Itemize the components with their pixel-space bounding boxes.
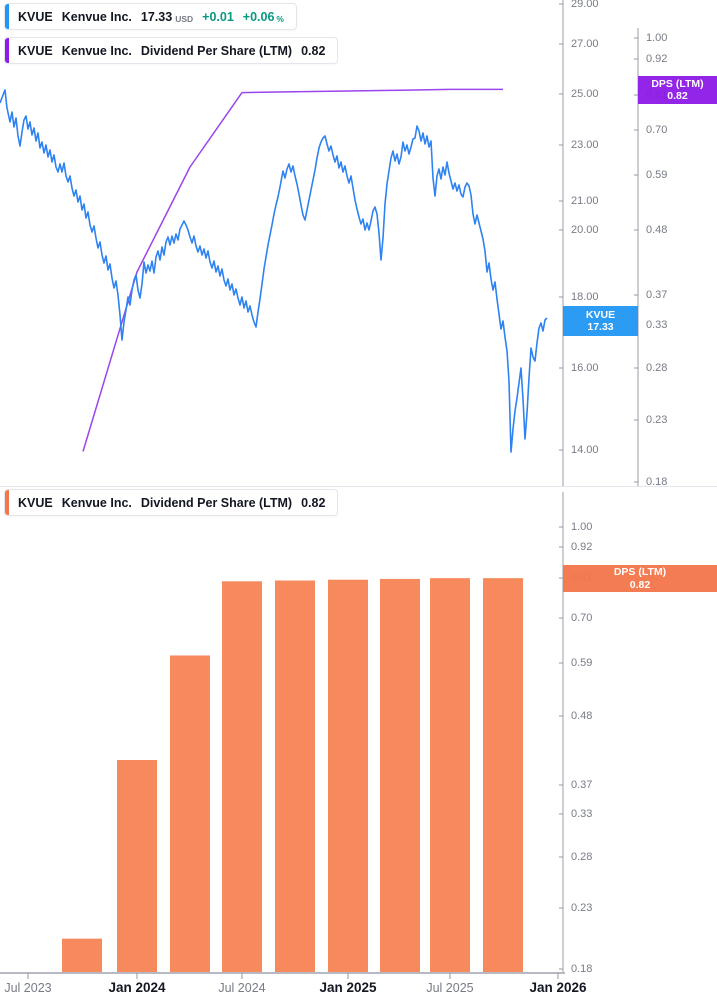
price-change: +0.01 <box>202 9 234 24</box>
axis-tick-label: 0.28 <box>571 851 592 863</box>
legend-chip-price[interactable]: KVUE Kenvue Inc. 17.33 USD +0.01 +0.06 % <box>4 3 297 30</box>
percent-sign: % <box>276 13 284 24</box>
badge-title: KVUE <box>585 308 616 321</box>
company-name: Kenvue Inc. <box>61 9 132 24</box>
axis-tick-label: 0.48 <box>646 224 667 236</box>
axis-tick-label: 0.59 <box>571 657 592 669</box>
orange-series-marker <box>5 490 9 515</box>
x-axis-label: Jul 2024 <box>218 981 265 995</box>
axis-tick-label: 0.37 <box>646 289 667 301</box>
axis-tick-label: 0.37 <box>571 779 592 791</box>
axis-tick-label: 16.00 <box>571 362 599 374</box>
dps-bar <box>328 579 368 972</box>
axis-tick-label: 1.00 <box>646 32 667 44</box>
symbol: KVUE <box>18 43 53 58</box>
axis-tick-label: 0.28 <box>646 362 667 374</box>
axis-tick-label: 14.00 <box>571 444 599 456</box>
axis-tick-label: 0.33 <box>571 808 592 820</box>
badge-title: DPS (LTM) <box>613 566 667 578</box>
axis-tick-label: 1.00 <box>571 521 592 533</box>
x-axis-label: Jan 2026 <box>529 980 587 995</box>
metric-name: Dividend Per Share (LTM) <box>140 43 293 58</box>
last-price: 17.33 <box>140 9 173 24</box>
axis-tick-label: 20.00 <box>571 224 599 236</box>
x-axis-label: Jan 2025 <box>319 980 377 995</box>
axis-tick-label: 0.70 <box>646 124 667 136</box>
axis-tick-label: 0.18 <box>571 963 592 975</box>
axis-tick-label: 0.59 <box>646 169 667 181</box>
axis-tick-label: 0.33 <box>646 319 667 331</box>
dps-bar <box>117 759 157 972</box>
axis-tick-label: 0.92 <box>646 53 667 65</box>
dps-bar <box>170 655 210 972</box>
symbol: KVUE <box>18 495 53 510</box>
dps-bar <box>380 578 420 972</box>
company-name: Kenvue Inc. <box>61 495 132 510</box>
badge-title: DPS (LTM) <box>651 77 704 90</box>
axis-tick-label: 0.18 <box>646 476 667 488</box>
axis-tick-label: 0.70 <box>571 612 592 624</box>
dps-axis-badge: DPS (LTM) 0.82 <box>638 76 717 104</box>
symbol: KVUE <box>18 9 53 24</box>
dps-bar <box>430 578 470 972</box>
dps-bar <box>62 938 102 972</box>
axis-tick-label: 21.00 <box>571 195 599 207</box>
company-name: Kenvue Inc. <box>61 43 132 58</box>
axis-tick-label: 18.00 <box>571 291 599 303</box>
x-axis-label: Jan 2024 <box>108 980 166 995</box>
axis-tick-label: 25.00 <box>571 88 599 100</box>
price-line <box>0 89 548 453</box>
axis-tick-label: 0.23 <box>646 414 667 426</box>
metric-value: 0.82 <box>301 495 326 510</box>
badge-value: 0.82 <box>667 90 688 102</box>
purple-series-marker <box>5 38 9 63</box>
dps-bar <box>222 581 262 972</box>
metric-value: 0.82 <box>301 43 326 58</box>
axis-tick-label: 29.00 <box>571 0 599 10</box>
blue-series-marker <box>5 4 9 29</box>
axis-tick-label: 0.48 <box>571 710 592 722</box>
metric-name: Dividend Per Share (LTM) <box>140 495 293 510</box>
badge-value: 17.33 <box>587 321 614 333</box>
axis-tick-label: 27.00 <box>571 38 599 50</box>
x-axis-label: Jul 2023 <box>4 981 51 995</box>
legend-chip-dps-bars[interactable]: KVUE Kenvue Inc. Dividend Per Share (LTM… <box>4 489 339 516</box>
axis-tick-label: 0.92 <box>571 541 592 553</box>
legend-chip-dps-line[interactable]: KVUE Kenvue Inc. Dividend Per Share (LTM… <box>4 37 339 64</box>
currency-label: USD <box>175 13 194 24</box>
x-axis-label: Jul 2025 <box>426 981 473 995</box>
dps-bar <box>483 578 523 972</box>
dps-bar <box>275 580 315 972</box>
dps-line <box>82 88 503 452</box>
dps-bar-axis-badge: DPS (LTM) 0.82 <box>563 565 717 592</box>
price-axis-badge: KVUE 17.33 <box>563 306 638 336</box>
axis-tick-label: 23.00 <box>571 139 599 151</box>
badge-value: 0.82 <box>629 578 651 591</box>
price-change-percent: +0.06 <box>242 9 275 24</box>
axis-tick-label: 0.23 <box>571 902 592 914</box>
